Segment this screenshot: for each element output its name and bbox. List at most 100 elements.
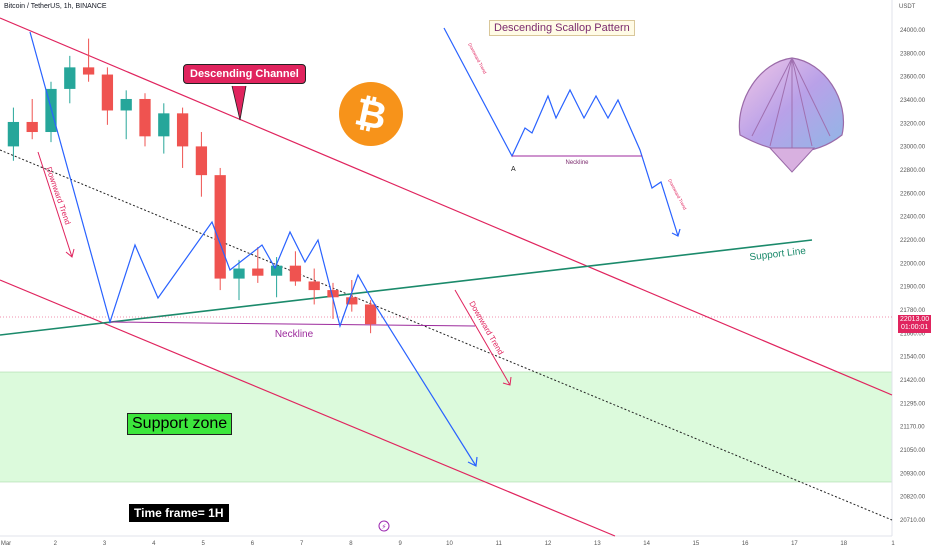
support-zone-label: Support zone (127, 413, 233, 435)
symbol-title: Bitcoin / TetherUS, 1h, BINANCE (4, 3, 107, 10)
price-tick-label: 21050.00 (900, 448, 926, 454)
candle-body (252, 268, 264, 276)
inset-point-a: A (511, 166, 516, 173)
price-tick-label: 22600.00 (900, 191, 926, 197)
neckline-line (109, 321, 476, 327)
candle-body (139, 98, 151, 137)
price-tick-label: 20820.00 (900, 495, 926, 501)
inset-downtrend-label-top: Downward Trend (467, 42, 488, 75)
neckline-label: Neckline (275, 329, 314, 340)
price-axis: 24000.00 23800.00 23600.00 23400.00 23200.00… (900, 28, 926, 524)
candle-body (101, 74, 114, 111)
time-tick-label: 4 (152, 541, 156, 547)
downward-trend-arrowhead-left (65, 248, 75, 258)
support-line-label: Support Line (749, 246, 807, 264)
price-tick-label: 21900.00 (900, 285, 926, 291)
time-tick-label: 15 (693, 541, 700, 547)
downward-trend-arrow-right (454, 289, 511, 386)
time-tick-label: 6 (251, 541, 255, 547)
price-tick-label: 22400.00 (900, 215, 926, 221)
projection-arrow-line (371, 299, 477, 467)
price-tick-label: 21780.00 (900, 308, 926, 314)
candle-body (214, 175, 226, 279)
price-tick-label: 23000.00 (900, 145, 926, 151)
price-tick-label: 21540.00 (900, 355, 926, 361)
time-tick-label: 5 (201, 541, 205, 547)
price-tick-label: 21295.00 (900, 401, 926, 407)
price-tick-label: 23800.00 (900, 51, 926, 57)
time-axis: Mar 2 3 4 5 6 7 8 9 10 11 12 13 14 15 16 17 18 1 (1, 541, 896, 547)
candle-body (7, 121, 20, 147)
candle-body (289, 265, 302, 282)
inset-downtrend-label-bottom: Downward Trend (667, 178, 688, 211)
time-tick-label: 9 (399, 541, 403, 547)
time-tick-label: 3 (103, 541, 107, 547)
inset-neckline-label: Neckline (565, 160, 589, 166)
candle-body (346, 297, 358, 305)
candle-body (64, 67, 76, 89)
price-tick-label: 20930.00 (900, 471, 926, 477)
projection-arrow-head (467, 456, 478, 467)
time-tick-label: 2 (54, 541, 58, 547)
candle-body (45, 88, 57, 133)
downward-trend-label-right: Downward Trend (467, 300, 505, 357)
candle-body (120, 98, 132, 111)
price-tick-label: 21660.00 (900, 331, 926, 337)
channel-callout: Descending Channel (183, 64, 306, 84)
downward-trend-arrowhead-right (502, 376, 512, 386)
downward-trend-label-left: Downward Trend (44, 166, 72, 226)
price-badge-price: 22013.00 (900, 316, 930, 323)
dotted-trendline (0, 149, 893, 521)
price-tick-label: 23400.00 (900, 98, 926, 104)
time-tick-label: 10 (446, 541, 453, 547)
time-tick-label: 11 (496, 541, 503, 547)
price-tick-label: 20710.00 (900, 518, 926, 524)
price-badge-countdown: 01:00:01 (900, 324, 929, 331)
scallop-zigzag (29, 31, 373, 329)
price-tick-label: 21420.00 (900, 378, 926, 384)
price-tick-label: 22000.00 (900, 261, 926, 267)
time-tick-label: 16 (742, 541, 749, 547)
price-tick-label: 24000.00 (900, 28, 926, 34)
candle-body (233, 268, 245, 279)
time-tick-label: 13 (594, 541, 601, 547)
time-tick-label: Mar (1, 541, 11, 547)
channel-callout-pointer (231, 85, 247, 121)
scallop-shell-icon (738, 57, 844, 173)
axis-unit-label: USDT (899, 4, 916, 10)
downward-trend-arrow-left (37, 151, 73, 258)
price-badge: 22013.00 01:00:01 (898, 315, 932, 333)
time-tick-label: 7 (300, 541, 304, 547)
candle-body (270, 265, 283, 276)
candlestick-series (7, 38, 377, 334)
candle-body (82, 67, 95, 75)
pattern-title: Descending Scallop Pattern (489, 20, 635, 36)
candle-body (195, 146, 208, 176)
candle-body (327, 290, 339, 298)
price-tick-label: 23200.00 (900, 121, 926, 127)
lightning-icon-glyph: ⚡ (382, 523, 387, 531)
support-line (0, 239, 813, 336)
candle-body (176, 113, 189, 147)
candle-body (308, 281, 320, 291)
price-tick-label: 21170.00 (900, 425, 925, 431)
time-tick-label: 8 (349, 541, 353, 547)
inset-arrowhead (671, 228, 681, 237)
lightning-icon[interactable] (378, 520, 390, 532)
price-tick-label: 22800.00 (900, 168, 926, 174)
price-tick-label: 22200.00 (900, 238, 926, 244)
price-tick-label: 23600.00 (900, 75, 926, 81)
time-tick-label: 12 (545, 541, 552, 547)
bitcoin-logo-icon (339, 82, 403, 146)
candle-body (158, 113, 170, 137)
candle-body (26, 121, 38, 133)
timeframe-label: Time frame= 1H (129, 504, 229, 522)
scallop-pattern-inset (443, 27, 681, 237)
inset-zigzag (443, 27, 679, 237)
time-tick-label: 14 (643, 541, 650, 547)
time-tick-label: 1 (891, 541, 895, 547)
time-tick-label: 18 (840, 541, 847, 547)
candle-body (364, 304, 377, 325)
channel-upper-line (0, 17, 893, 396)
